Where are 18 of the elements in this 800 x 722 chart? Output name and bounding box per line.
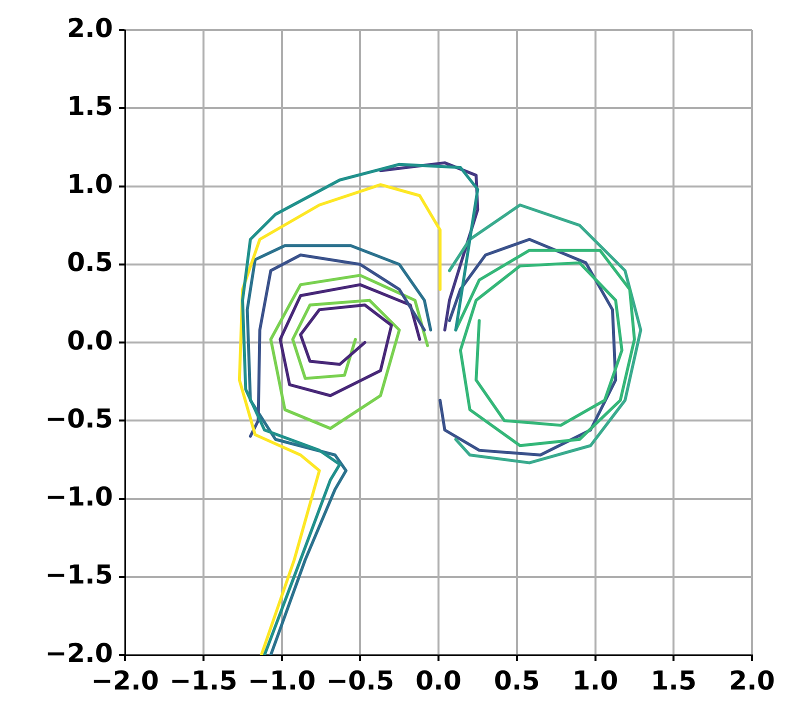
x-tick-label: −2.0 [91, 666, 159, 696]
y-tick-label: −2.0 [45, 638, 113, 669]
x-tick-label: −1.0 [248, 666, 316, 696]
y-tick-label: −1.5 [45, 560, 113, 591]
x-tick-label: 1.5 [650, 666, 697, 696]
y-tick-label: −0.5 [45, 404, 113, 434]
x-tick-label: −1.5 [169, 666, 238, 696]
y-tick-label: 1.0 [66, 170, 113, 200]
y-tick-label: 2.0 [66, 14, 113, 44]
y-tick-label: −1.0 [45, 482, 113, 512]
x-tick-label: 0.0 [415, 666, 462, 696]
x-tick-label: 0.5 [494, 666, 540, 696]
y-tick-label: 0.0 [66, 326, 113, 356]
y-tick-label: 1.5 [66, 92, 113, 122]
x-tick-label: 1.0 [572, 666, 618, 696]
x-tick-label: −0.5 [326, 666, 394, 696]
x-tick-label: 2.0 [728, 666, 776, 696]
y-tick-label: 0.5 [66, 248, 113, 278]
